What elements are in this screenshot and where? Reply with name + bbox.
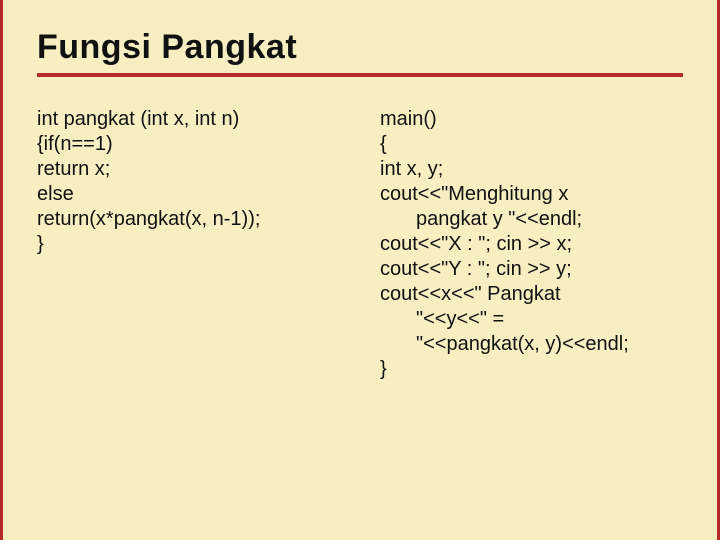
- code-line: {if(n==1): [37, 132, 340, 157]
- right-column: main(){int x, y;cout<<"Menghitung xpangk…: [380, 107, 683, 382]
- code-line: "<<pangkat(x, y)<<endl;: [380, 332, 683, 357]
- code-line: }: [380, 357, 683, 382]
- code-line: cout<<"X : "; cin >> x;: [380, 232, 683, 257]
- code-line: return x;: [37, 157, 340, 182]
- code-line: return(x*pangkat(x, n-1));: [37, 207, 340, 232]
- title-underline: [37, 73, 683, 77]
- slide-title: Fungsi Pangkat: [37, 28, 683, 67]
- code-block-left: int pangkat (int x, int n){if(n==1)retur…: [37, 107, 340, 257]
- content-columns: int pangkat (int x, int n){if(n==1)retur…: [37, 107, 683, 382]
- code-line: }: [37, 232, 340, 257]
- slide: Fungsi Pangkat int pangkat (int x, int n…: [3, 0, 717, 540]
- code-line: int pangkat (int x, int n): [37, 107, 340, 132]
- code-line: cout<<x<<" Pangkat: [380, 282, 683, 307]
- code-line: int x, y;: [380, 157, 683, 182]
- left-column: int pangkat (int x, int n){if(n==1)retur…: [37, 107, 340, 382]
- code-line: {: [380, 132, 683, 157]
- code-line: cout<<"Y : "; cin >> y;: [380, 257, 683, 282]
- code-line: "<<y<<" =: [380, 307, 683, 332]
- code-line: cout<<"Menghitung x: [380, 182, 683, 207]
- code-block-right: main(){int x, y;cout<<"Menghitung xpangk…: [380, 107, 683, 382]
- code-line: else: [37, 182, 340, 207]
- code-line: pangkat y "<<endl;: [380, 207, 683, 232]
- code-line: main(): [380, 107, 683, 132]
